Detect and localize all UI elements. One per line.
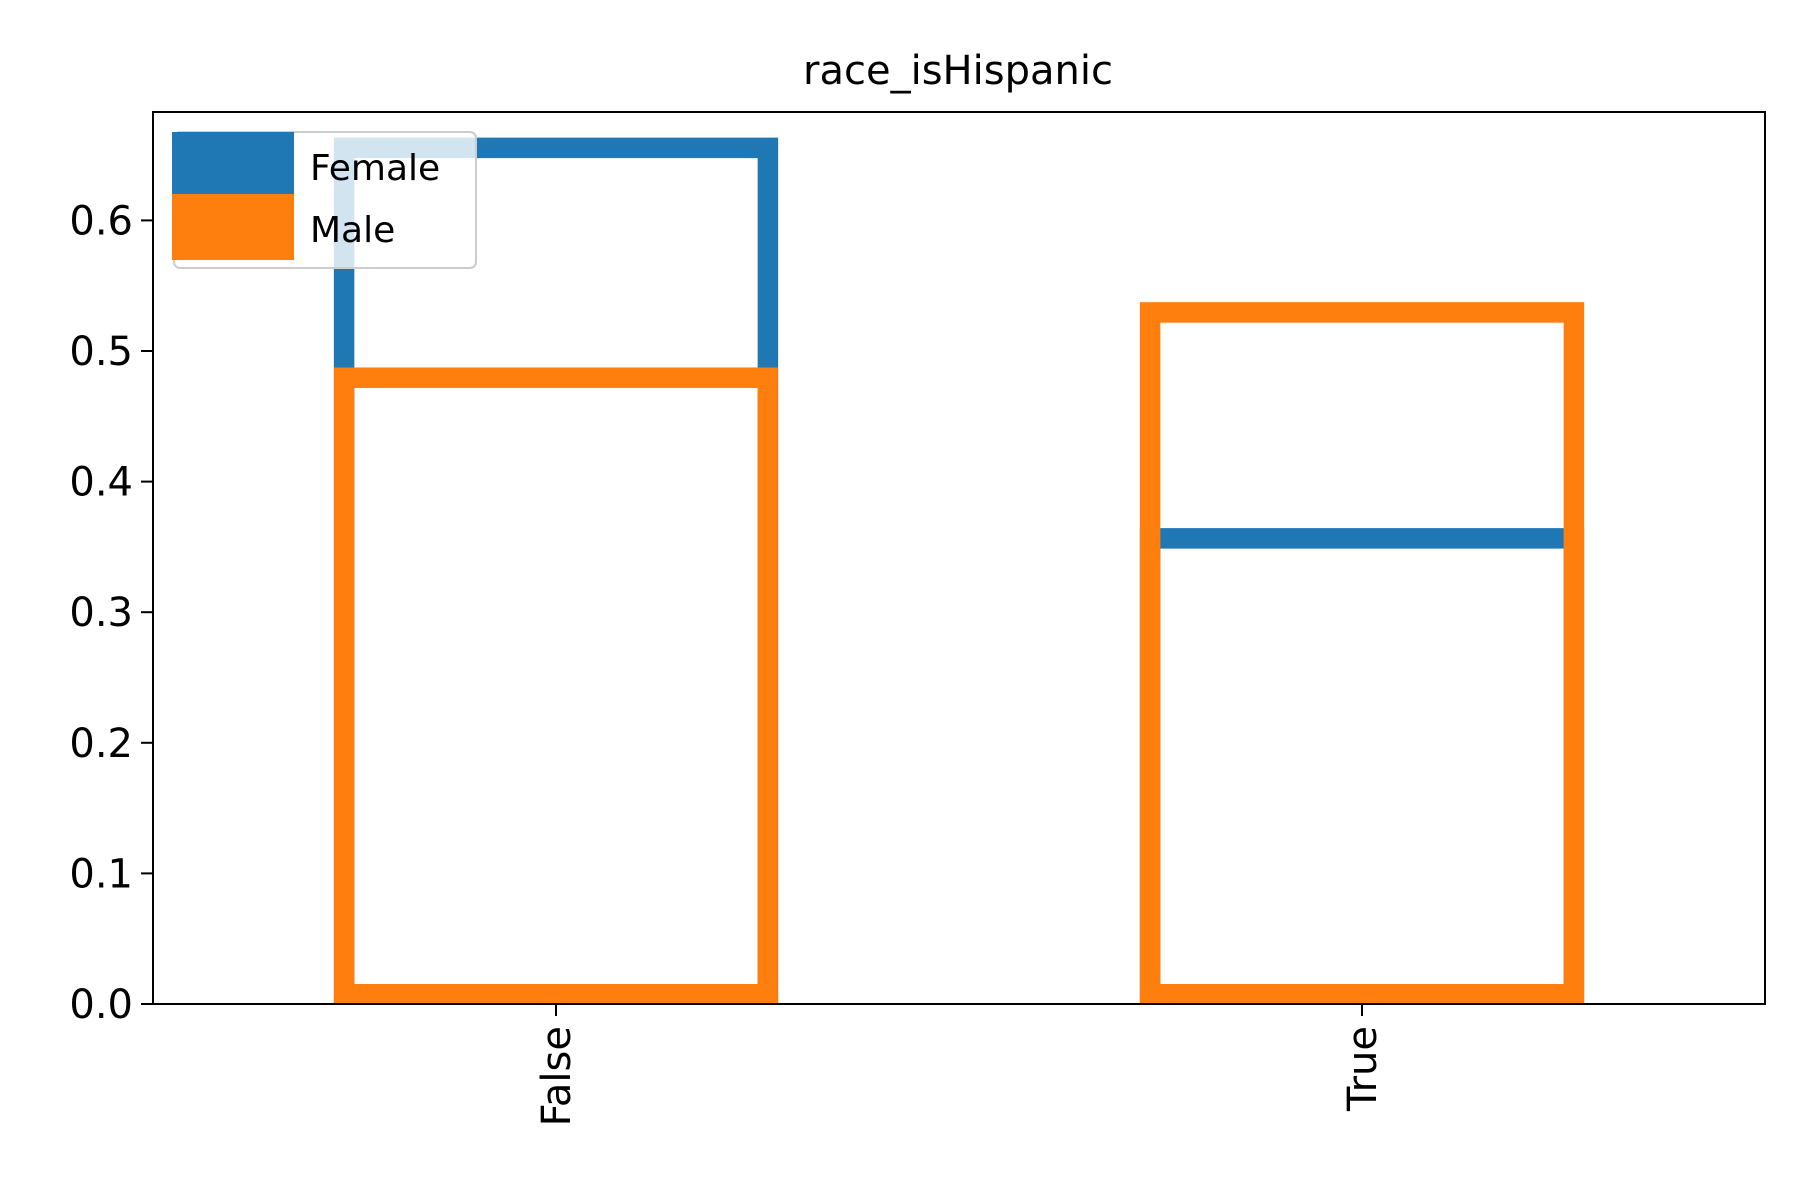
axes: 0.0 0.1 0.2 0.3 0.4 0.5 0.6 False True — [69, 111, 1766, 1126]
y-tick-label: 0.1 — [69, 851, 133, 897]
legend-label-female: Female — [310, 148, 440, 189]
y-tick-label: 0.2 — [69, 721, 133, 767]
y-tick-label: 0.0 — [69, 982, 133, 1028]
legend-swatch-female — [172, 132, 294, 198]
chart-title: race_isHispanic — [803, 48, 1113, 94]
legend: Female Male — [172, 131, 477, 269]
y-tick-label: 0.3 — [69, 590, 133, 636]
legend-label-male: Male — [310, 210, 395, 251]
plot-frame — [152, 111, 1766, 1005]
x-tick-label: False — [534, 1026, 580, 1126]
y-tick-label: 0.4 — [69, 460, 133, 506]
legend-swatch-male — [172, 194, 294, 260]
y-tick-label: 0.5 — [69, 329, 133, 375]
x-tick-label: True — [1340, 1026, 1386, 1112]
y-tick-label: 0.6 — [69, 198, 133, 244]
